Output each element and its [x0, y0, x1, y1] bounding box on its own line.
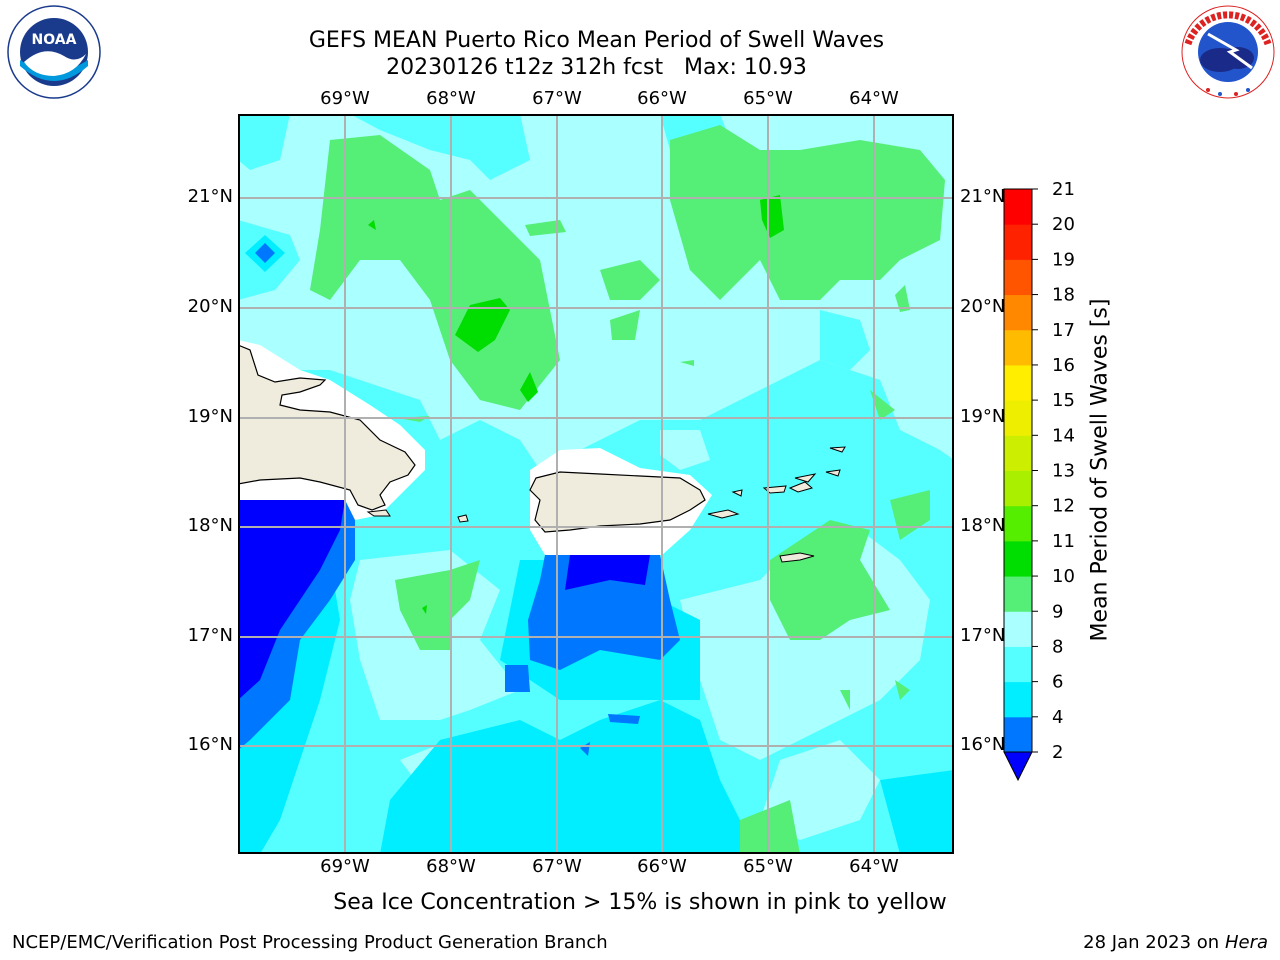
colorbar-tick-label: 15: [1052, 390, 1075, 411]
colorbar-tick-label: 12: [1052, 496, 1075, 517]
lon-label: 67°W: [532, 88, 582, 109]
lat-label: 17°N: [960, 625, 1006, 646]
credit-date: 28 Jan 2023 on Hera: [1083, 932, 1268, 953]
colorbar-tick-label: 10: [1052, 566, 1075, 587]
colorbar-segment: [1004, 646, 1032, 683]
lat-label: 16°N: [187, 734, 233, 755]
lon-label: 65°W: [743, 88, 793, 109]
lat-label: 21°N: [960, 186, 1006, 207]
title-line-2: 20230126 t12z 312h fcst Max: 10.93: [386, 55, 807, 80]
colorbar-extend-triangle: [1003, 751, 1033, 782]
lat-label: 19°N: [187, 406, 233, 427]
map-border: [238, 114, 954, 854]
lon-label: 68°W: [426, 88, 476, 109]
colorbar-tick-label: 20: [1052, 214, 1075, 235]
sea-ice-footnote: Sea Ice Concentration > 15% is shown in …: [333, 890, 947, 915]
lon-label: 66°W: [637, 88, 687, 109]
credit-date-text: 28 Jan 2023 on: [1083, 932, 1225, 953]
lon-label: 67°W: [532, 856, 582, 877]
colorbar-tick-label: 18: [1052, 285, 1075, 306]
lat-label: 18°N: [960, 515, 1006, 536]
credit-machine: Hera: [1224, 932, 1268, 953]
colorbar-segment: [1004, 400, 1032, 436]
lon-label: 65°W: [743, 856, 793, 877]
colorbar-segment: [1004, 435, 1032, 471]
swell-period-map: [238, 114, 954, 854]
colorbar-tick-label: 21: [1052, 180, 1075, 200]
colorbar-segment: [1004, 294, 1032, 331]
field-10-11: [368, 195, 784, 614]
nws-logo-icon: [1181, 5, 1275, 99]
colorbar-label: Mean Period of Swell Waves [s]: [1087, 298, 1113, 642]
lon-label: 69°W: [320, 88, 370, 109]
colorbar-tick-label: 2: [1052, 742, 1063, 763]
colorbar-tick-label: 13: [1052, 461, 1075, 482]
noaa-logo-text: NOAA: [32, 32, 77, 48]
lat-label: 18°N: [187, 515, 233, 536]
colorbar-segment: [1004, 716, 1032, 753]
lat-label: 17°N: [187, 625, 233, 646]
field-diamond-top-left: [245, 235, 285, 272]
colorbar-segment: [1004, 540, 1032, 577]
lon-label: 68°W: [426, 856, 476, 877]
lon-label: 66°W: [637, 856, 687, 877]
noaa-logo-icon: NOAA: [7, 5, 101, 99]
colorbar-segment: [1004, 681, 1032, 718]
colorbar-segment: [1004, 189, 1032, 225]
title-line-1: GEFS MEAN Puerto Rico Mean Period of Swe…: [308, 28, 885, 53]
colorbar-segment: [1004, 576, 1032, 612]
colorbar-tick-label: 8: [1052, 636, 1063, 657]
colorbar-segment: [1004, 224, 1032, 260]
lon-label: 69°W: [320, 856, 370, 877]
colorbar-tick-label: 4: [1052, 707, 1063, 728]
colorbar-tick-label: 17: [1052, 320, 1075, 341]
colorbar-tick-label: 19: [1052, 249, 1075, 270]
lat-lon-grid: [238, 114, 954, 854]
hispaniola-landmass: [238, 344, 416, 511]
colorbar-tick-label: 11: [1052, 531, 1075, 552]
field-9-10: [310, 125, 945, 854]
colorbar: 2 4 6 8 9 10 11 12 13 14 15 16 17 18 19 20 21: [1003, 180, 1075, 782]
mona-island: [457, 514, 469, 523]
colorbar-tick-label: 14: [1052, 425, 1075, 446]
colorbar-segment: [1004, 329, 1032, 366]
lat-label: 19°N: [960, 406, 1006, 427]
islet: [366, 509, 391, 517]
colorbar-segments: [1004, 189, 1032, 753]
colorbar-segment: [1004, 611, 1032, 647]
colorbar-segment: [1004, 259, 1032, 296]
lat-label: 20°N: [187, 296, 233, 317]
credit-branch: NCEP/EMC/Verification Post Processing Pr…: [12, 932, 608, 953]
colorbar-tick-label: 9: [1052, 601, 1063, 622]
colorbar-tick-label: 16: [1052, 355, 1075, 376]
lat-label: 21°N: [187, 186, 233, 207]
colorbar-ticks: 2 4 6 8 9 10 11 12 13 14 15 16 17 18 19 20 21: [1032, 180, 1075, 763]
colorbar-segment: [1004, 470, 1032, 507]
field-under-2: [238, 500, 650, 700]
virgin-islands: [707, 446, 846, 563]
lat-label: 20°N: [960, 296, 1006, 317]
colorbar-tick-label: 6: [1052, 672, 1063, 693]
colorbar-segment: [1004, 505, 1032, 542]
lon-label: 64°W: [849, 856, 899, 877]
colorbar-segment: [1004, 364, 1032, 401]
lat-label: 16°N: [960, 734, 1006, 755]
lon-label: 64°W: [849, 88, 899, 109]
